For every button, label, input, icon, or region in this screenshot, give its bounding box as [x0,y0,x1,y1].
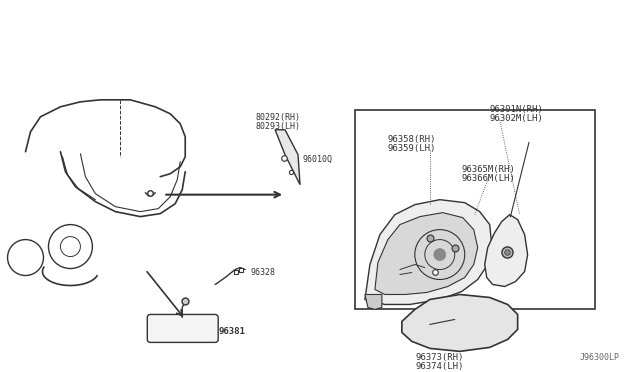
Text: 96010Q: 96010Q [302,155,332,164]
Text: 96359(LH): 96359(LH) [388,144,436,153]
Text: 96302M(LH): 96302M(LH) [490,114,543,123]
Circle shape [434,248,446,260]
Polygon shape [402,295,518,352]
Text: 96358(RH): 96358(RH) [388,135,436,144]
Text: 96373(RH): 96373(RH) [415,353,464,362]
Text: 96381: 96381 [218,327,245,336]
Text: 96365M(RH): 96365M(RH) [461,165,515,174]
Text: J96300LP: J96300LP [579,353,620,362]
Text: 96366M(LH): 96366M(LH) [461,174,515,183]
Bar [355,110,595,310]
Polygon shape [484,215,527,286]
Text: 80292(RH): 80292(RH) [255,113,300,122]
Text: 80293(LH): 80293(LH) [255,122,300,131]
Text: 96301N(RH): 96301N(RH) [490,105,543,114]
Text: 96374(LH): 96374(LH) [415,362,464,371]
Polygon shape [365,295,382,310]
Polygon shape [365,200,492,304]
Polygon shape [375,213,477,295]
FancyBboxPatch shape [147,314,218,342]
Text: 96328: 96328 [250,268,275,277]
Polygon shape [275,130,300,185]
